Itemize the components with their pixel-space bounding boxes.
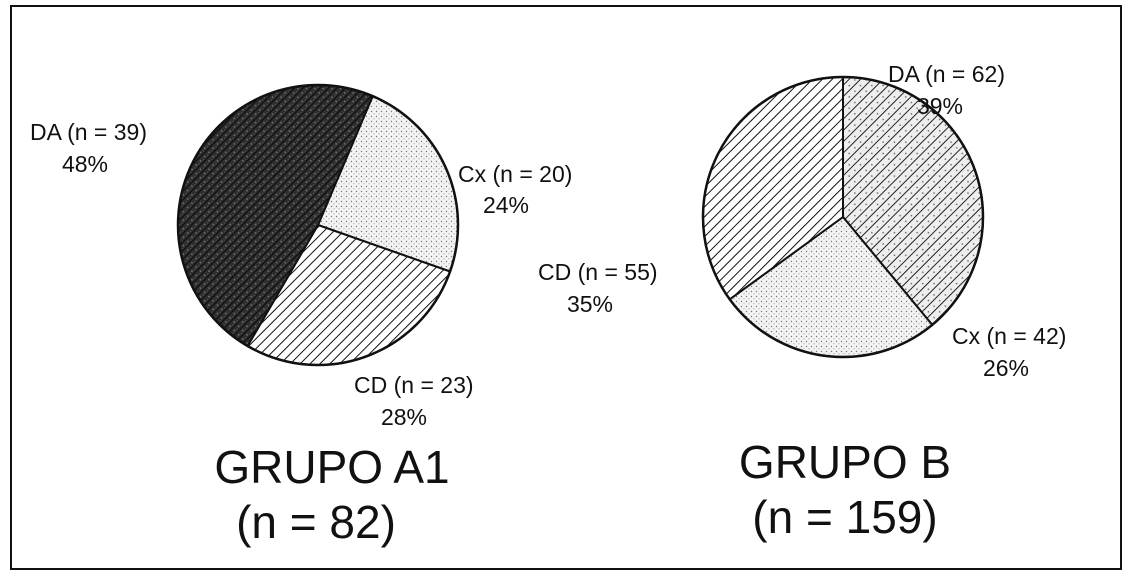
pie-1-percent-cx: 26% — [983, 355, 1029, 381]
pie-0 — [176, 83, 460, 367]
pie-1-title: GRUPO B — [739, 436, 951, 488]
pie-0-label-da: DA (n = 39) — [30, 119, 147, 145]
pie-1-label-da: DA (n = 62) — [888, 61, 1005, 87]
pie-1-label-cd: CD (n = 55) — [538, 259, 658, 285]
pie-1-percent-da: 39% — [917, 93, 963, 119]
pie-0-label-cx: Cx (n = 20) — [458, 161, 572, 187]
pie-1-subtitle: (n = 159) — [752, 491, 937, 543]
pie-1-percent-cd: 35% — [567, 291, 613, 317]
pie-1-label-cx: Cx (n = 42) — [952, 323, 1066, 349]
pie-0-label-cd: CD (n = 23) — [354, 372, 474, 398]
pie-0-percent-cd: 28% — [381, 404, 427, 430]
pie-0-title: GRUPO A1 — [214, 441, 449, 493]
pie-0-percent-cx: 24% — [483, 192, 529, 218]
pie-1 — [701, 75, 985, 359]
pie-1-outline — [701, 75, 985, 359]
pie-0-outline — [176, 83, 460, 367]
pie-0-percent-da: 48% — [62, 151, 108, 177]
pie-0-subtitle: (n = 82) — [236, 496, 396, 548]
